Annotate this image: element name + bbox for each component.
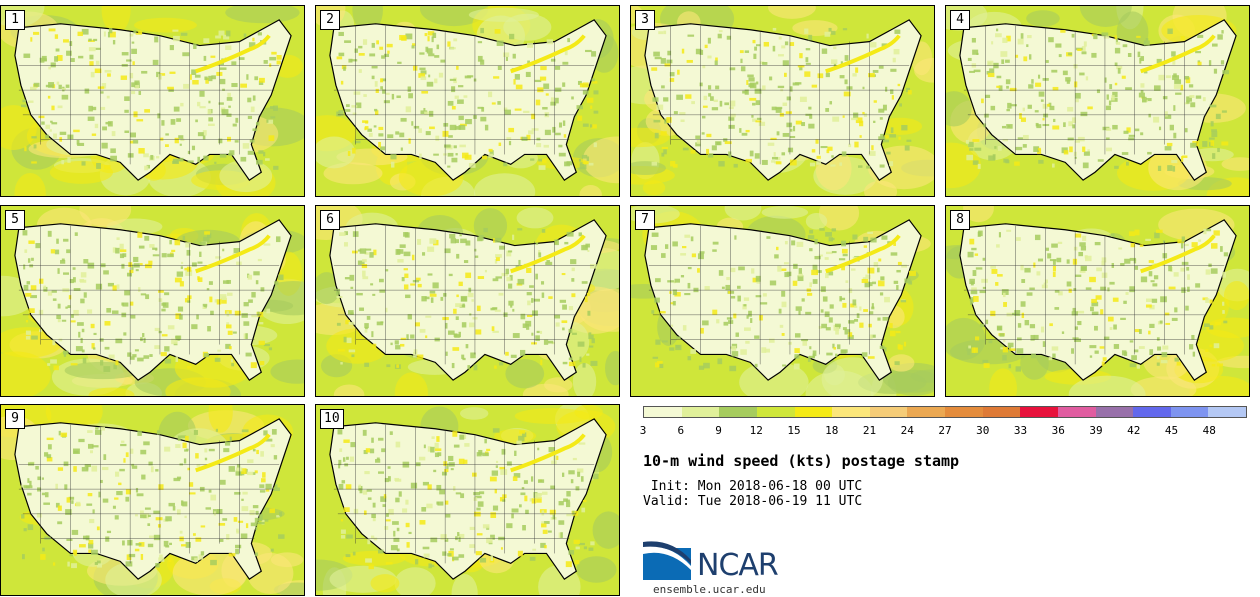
colorbar-tick: 48 xyxy=(1202,424,1216,437)
colorbar-swatch xyxy=(1208,407,1246,417)
colorbar-swatch xyxy=(907,407,945,417)
member-map-10: 10 xyxy=(315,404,620,596)
wind-field-map xyxy=(1,6,304,196)
member-map-7: 7 xyxy=(630,205,935,397)
ncar-logo-text: NCAR xyxy=(697,548,779,583)
member-label-10: 10 xyxy=(320,409,344,429)
colorbar-tick: 15 xyxy=(787,424,801,437)
wind-field-map xyxy=(1,405,304,595)
colorbar-tick: 36 xyxy=(1051,424,1065,437)
member-map-6: 6 xyxy=(315,205,620,397)
member-map-3: 3 xyxy=(630,5,935,197)
colorbar-tick-labels: 3 6 9 12 15 18 21 24 27 30 33 36 39 42 45 48 xyxy=(639,424,1247,438)
wind-field-map xyxy=(946,206,1249,396)
colorbar-tick: 21 xyxy=(862,424,877,437)
colorbar-swatch xyxy=(719,407,757,417)
wind-field-map xyxy=(1,206,304,396)
wind-field-map xyxy=(631,206,934,396)
wind-field-map xyxy=(946,6,1249,196)
colorbar-tick: 33 xyxy=(1013,424,1028,437)
member-label-4: 4 xyxy=(950,10,970,30)
colorbar-tick: 12 xyxy=(749,424,763,437)
ensemble-url: ensemble.ucar.edu xyxy=(653,583,766,596)
colorbar-swatch xyxy=(1057,407,1096,417)
colorbar-tick: 6 xyxy=(677,424,685,437)
member-map-5: 5 xyxy=(0,205,305,397)
member-map-1: 1 xyxy=(0,5,305,197)
product-title: 10-m wind speed (kts) postage stamp xyxy=(643,452,960,470)
member-label-2: 2 xyxy=(320,10,340,30)
wind-field-map xyxy=(631,6,934,196)
wind-field-map xyxy=(316,206,619,396)
member-map-2: 2 xyxy=(315,5,620,197)
colorbar-swatch xyxy=(681,407,720,417)
colorbar-swatch xyxy=(1133,407,1171,417)
member-map-4: 4 xyxy=(945,5,1250,197)
colorbar-swatch xyxy=(644,407,682,417)
member-label-7: 7 xyxy=(635,210,655,230)
member-label-6: 6 xyxy=(320,210,340,230)
member-label-8: 8 xyxy=(950,210,970,230)
wind-field-map xyxy=(316,405,619,595)
member-label-1: 1 xyxy=(5,10,25,30)
colorbar-swatch xyxy=(832,407,870,417)
colorbar-swatch xyxy=(1095,407,1134,417)
colorbar-tick: 45 xyxy=(1164,424,1179,437)
member-map-9: 9 xyxy=(0,404,305,596)
colorbar-swatch xyxy=(1020,407,1058,417)
colorbar-swatch xyxy=(869,407,908,417)
colorbar-tick: 39 xyxy=(1089,424,1103,437)
colorbar-tick: 18 xyxy=(825,424,839,437)
colorbar-tick: 9 xyxy=(715,424,722,437)
colorbar-swatch xyxy=(756,407,795,417)
wind-field-map xyxy=(316,6,619,196)
colorbar-swatch xyxy=(982,407,1021,417)
colorbar-tick: 30 xyxy=(976,424,990,437)
colorbar-swatch xyxy=(1170,407,1209,417)
member-map-8: 8 xyxy=(945,205,1250,397)
colorbar-tick: 24 xyxy=(900,424,914,437)
colorbar-tick: 27 xyxy=(938,424,952,437)
init-time: Init: Mon 2018-06-18 00 UTC xyxy=(643,479,863,494)
valid-time: Valid: Tue 2018-06-19 11 UTC xyxy=(643,494,863,509)
member-label-5: 5 xyxy=(5,210,25,230)
colorbar-tick: 42 xyxy=(1127,424,1141,437)
wind-speed-colorbar xyxy=(643,406,1247,418)
member-label-9: 9 xyxy=(5,409,25,429)
ncar-logo-icon xyxy=(643,541,691,580)
member-label-3: 3 xyxy=(635,10,655,30)
colorbar-swatch xyxy=(945,407,983,417)
colorbar-swatch xyxy=(794,407,833,417)
colorbar-tick: 3 xyxy=(639,424,647,437)
